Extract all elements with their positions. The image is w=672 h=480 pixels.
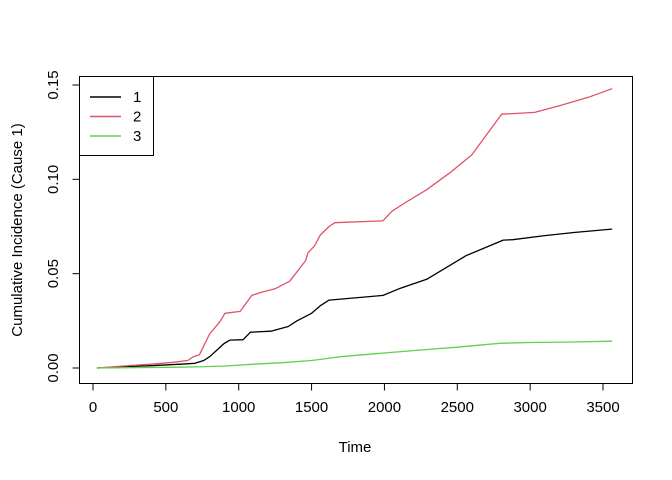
y-tick-label: 0.00 [45,353,62,382]
x-tick-label: 1500 [295,399,328,416]
y-axis-title: Cumulative Incidence (Cause 1) [9,123,26,336]
x-tick-label: 3500 [586,399,619,416]
x-axis: 0 500 1000 1500 2000 2500 3000 3500 [89,383,620,416]
x-tick-label: 0 [89,399,97,416]
x-tick-label: 2500 [441,399,474,416]
series-line-1 [96,228,613,369]
y-tick-label: 0.15 [45,70,62,99]
y-tick-label: 0.10 [45,165,62,194]
legend-label-2: 2 [133,109,141,126]
legend: 1 2 3 [79,76,154,156]
x-tick-label: 1000 [222,399,255,416]
plot-box [79,76,633,384]
x-tick-label: 3000 [513,399,546,416]
legend-label-3: 3 [133,128,141,145]
series-line-3 [96,340,613,369]
series-line-2 [96,88,613,369]
x-tick-label: 2000 [368,399,401,416]
y-tick-label: 0.05 [45,259,62,288]
y-axis: 0.00 0.05 0.10 0.15 [45,70,80,383]
x-axis-title: Time [339,439,372,456]
series-lines [96,88,613,369]
x-tick-label: 500 [153,399,178,416]
legend-label-1: 1 [133,89,141,106]
